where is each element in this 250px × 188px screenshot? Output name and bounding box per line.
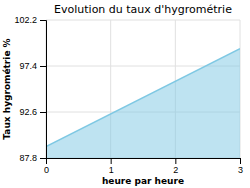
tick-label: 92.6 <box>19 107 37 117</box>
tick-label: 97.4 <box>19 61 37 71</box>
tick: 87.8 <box>19 153 46 163</box>
grid <box>46 20 240 158</box>
marks <box>46 49 240 158</box>
tick-label: 2 <box>173 165 178 175</box>
title: Evolution du taux d'hygrométrie <box>54 3 232 16</box>
tick: 102.2 <box>14 15 46 25</box>
axis-line <box>40 21 47 159</box>
tick: 0 <box>44 158 49 175</box>
tick: 2 <box>173 158 178 175</box>
tick-label: 0 <box>44 165 49 175</box>
y-axis: 87.8 92.6 97.4 102.2 <box>14 15 46 163</box>
chart: 0 1 2 3 87.8 92.6 97.4 102.2 Evolution du taux d… <box>0 0 250 188</box>
tick-mark <box>40 66 46 67</box>
y-axis-title: Taux hygrométrie % <box>2 38 12 139</box>
tick-mark <box>111 158 112 164</box>
tick: 97.4 <box>19 61 46 71</box>
tick-mark <box>40 158 46 159</box>
x-axis-title: heure par heure <box>102 176 184 186</box>
tick-mark <box>240 158 241 164</box>
line <box>46 49 240 147</box>
plot: 0 1 2 3 87.8 92.6 97.4 102.2 <box>14 15 243 175</box>
tick-label: 102.2 <box>14 15 37 25</box>
tick: 1 <box>109 158 114 175</box>
axis-line <box>47 159 241 165</box>
tick-label: 87.8 <box>19 153 37 163</box>
tick-label: 3 <box>238 165 243 175</box>
tick: 92.6 <box>19 107 46 117</box>
x-axis: 0 1 2 3 <box>44 158 243 175</box>
tick-mark <box>40 20 46 21</box>
area <box>46 49 240 158</box>
tick-mark <box>175 158 176 164</box>
tick: 3 <box>238 158 243 175</box>
tick-mark <box>40 112 46 113</box>
tick-label: 1 <box>109 165 114 175</box>
grid-line <box>46 20 240 21</box>
